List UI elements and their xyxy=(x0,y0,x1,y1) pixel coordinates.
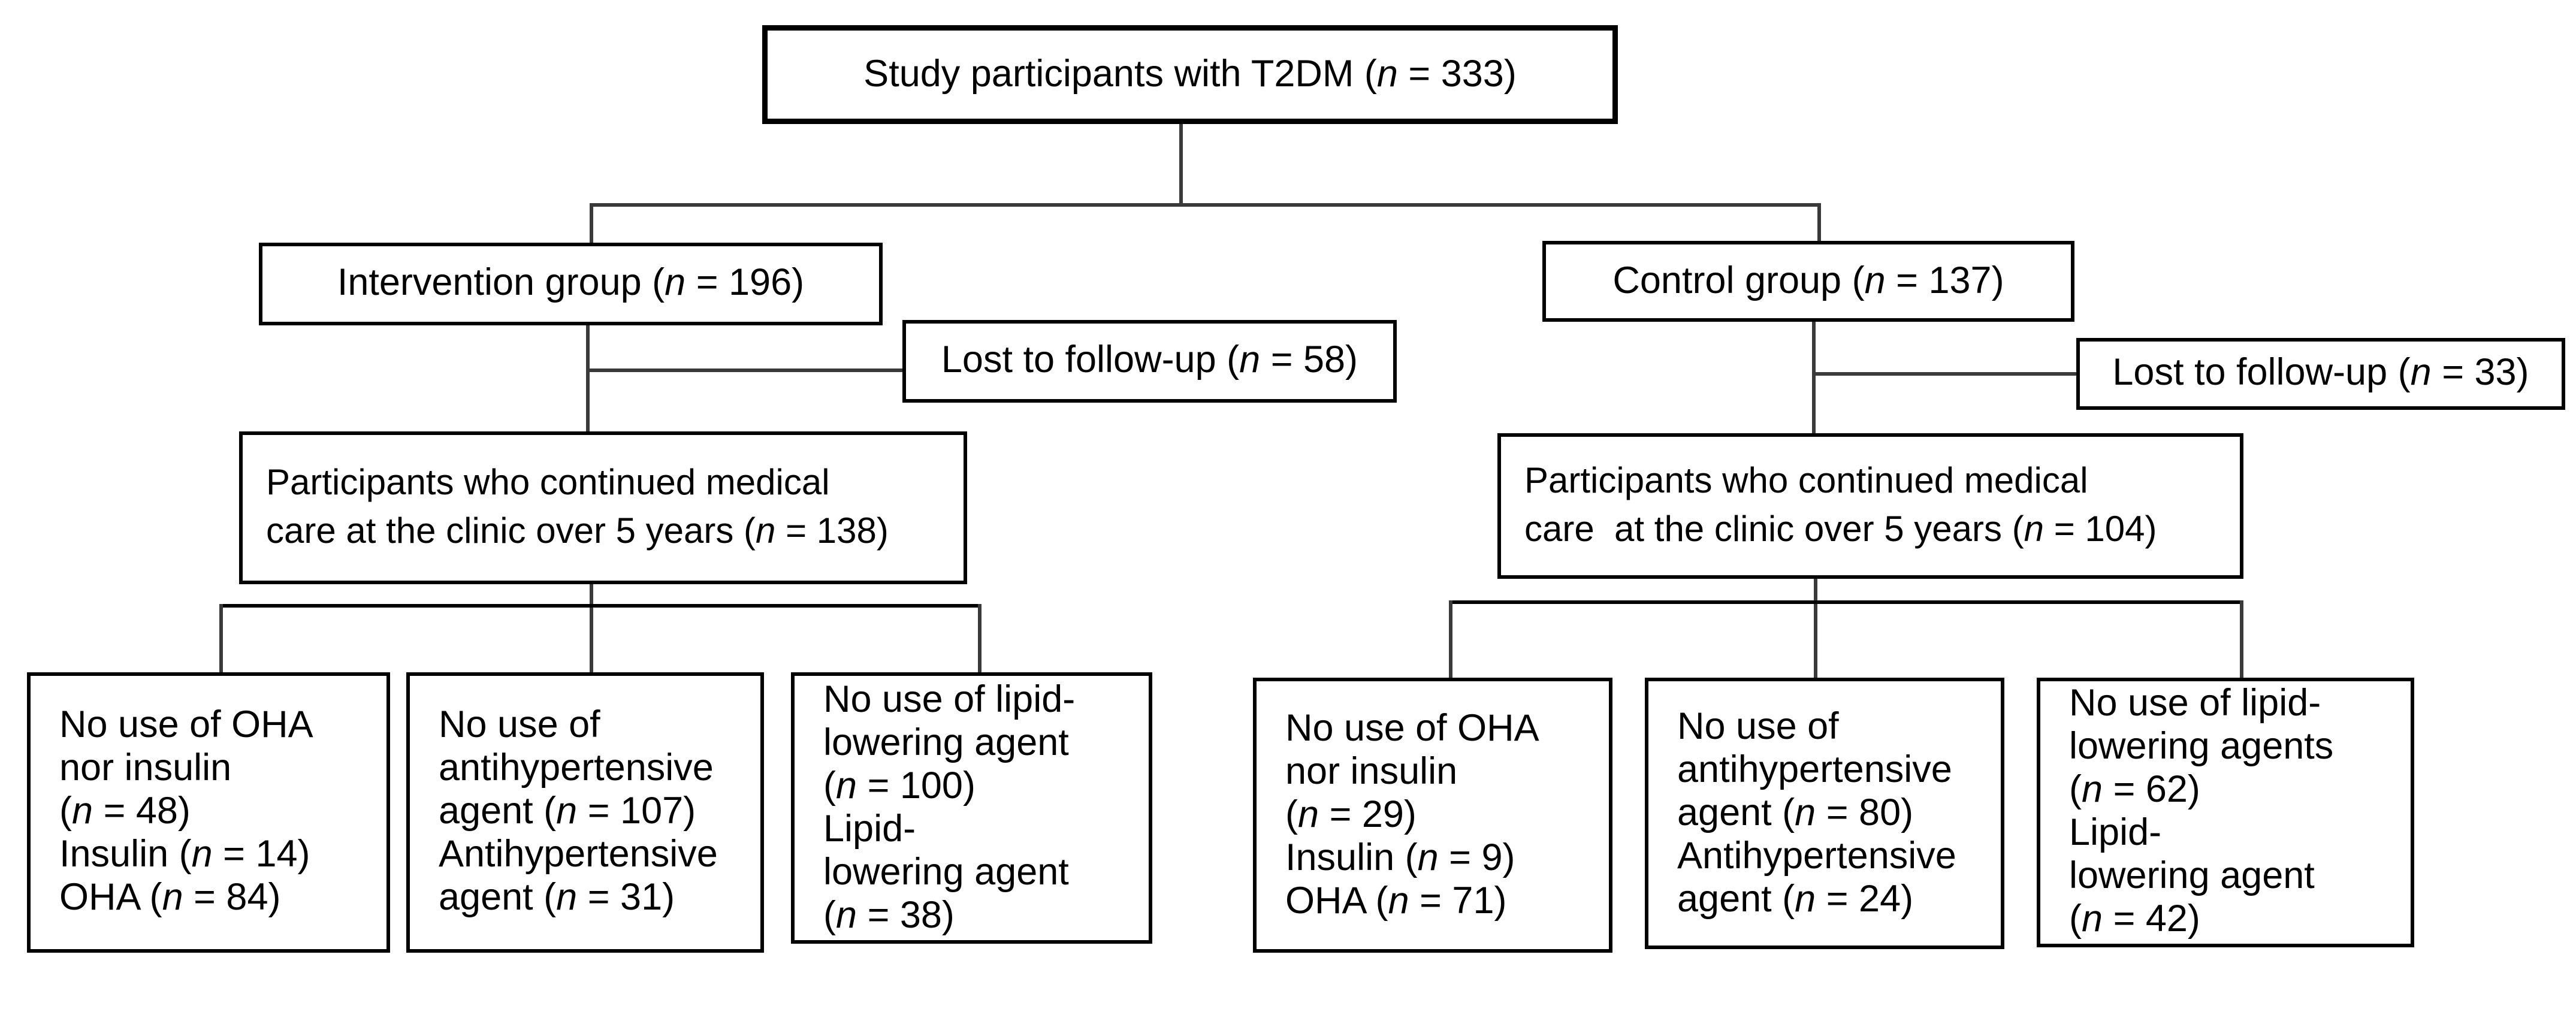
connector-lost-right-horizontal xyxy=(1814,372,2078,375)
intervention-group-label: Intervention group (n = 196) xyxy=(337,262,805,304)
intervention-oha-insulin-box: No use of OHA nor insulin (n = 48) Insul… xyxy=(27,672,390,953)
intervention-antihypertensive-box: No use of antihypertensive agent (n = 10… xyxy=(406,672,764,953)
connector-split-right-drop3 xyxy=(2240,600,2243,678)
control-oha-insulin-box: No use of OHA nor insulin (n = 29) Insul… xyxy=(1253,678,1612,953)
connector-main-horizontal xyxy=(590,203,1819,206)
control-antihypertensive-label: No use of antihypertensive agent (n = 80… xyxy=(1677,705,1956,920)
lost-to-followup-intervention-box: Lost to follow-up (n = 58) xyxy=(902,320,1397,403)
control-oha-insulin-label: No use of OHA nor insulin (n = 29) Insul… xyxy=(1285,707,1539,922)
intervention-oha-insulin-label: No use of OHA nor insulin (n = 48) Insul… xyxy=(59,705,313,919)
control-group-label: Control group (n = 137) xyxy=(1612,259,2004,301)
study-population-label: Study participants with T2DM (n = 333) xyxy=(863,53,1517,95)
connector-main-right-drop xyxy=(1817,203,1820,243)
lost-to-followup-intervention-label: Lost to follow-up (n = 58) xyxy=(941,340,1358,381)
intervention-lipid-lowering-box: No use of lipid- lowering agent (n = 100… xyxy=(791,672,1152,944)
intervention-antihypertensive-label: No use of antihypertensive agent (n = 10… xyxy=(439,705,718,919)
control-lipid-lowering-box: No use of lipid- lowering agents (n = 62… xyxy=(2037,678,2414,947)
connector-split-left-drop3 xyxy=(978,604,981,672)
intervention-group-box: Intervention group (n = 196) xyxy=(259,243,883,325)
connector-main-left-drop xyxy=(590,203,593,244)
connector-split-right-horizontal xyxy=(1449,600,2243,604)
lost-to-followup-control-box: Lost to follow-up (n = 33) xyxy=(2076,338,2565,410)
continued-care-intervention-box: Participants who continued medical care … xyxy=(239,431,967,584)
lost-to-followup-control-label: Lost to follow-up (n = 33) xyxy=(2112,352,2529,394)
continued-care-control-label: Participants who continued medical care … xyxy=(1524,461,2157,549)
connector-split-left-horizontal xyxy=(219,604,980,608)
control-group-box: Control group (n = 137) xyxy=(1542,241,2074,322)
connector-top-vertical xyxy=(1179,124,1182,203)
connector-split-left-drop1 xyxy=(219,604,222,672)
continued-care-intervention-label: Participants who continued medical care … xyxy=(266,463,889,551)
connector-control-vertical xyxy=(1812,322,1815,433)
connector-continued-left-vertical xyxy=(590,584,593,672)
control-lipid-lowering-label: No use of lipid- lowering agents (n = 62… xyxy=(2069,683,2334,940)
intervention-lipid-lowering-label: No use of lipid- lowering agent (n = 100… xyxy=(823,678,1076,936)
control-antihypertensive-box: No use of antihypertensive agent (n = 80… xyxy=(1645,678,2004,949)
connector-intervention-vertical xyxy=(586,325,589,431)
connector-lost-left-horizontal xyxy=(588,368,904,371)
continued-care-control-box: Participants who continued medical care … xyxy=(1497,433,2243,579)
connector-split-right-drop1 xyxy=(1449,600,1452,678)
study-population-box: Study participants with T2DM (n = 333) xyxy=(762,25,1618,124)
connector-continued-right-vertical xyxy=(1814,579,1817,678)
